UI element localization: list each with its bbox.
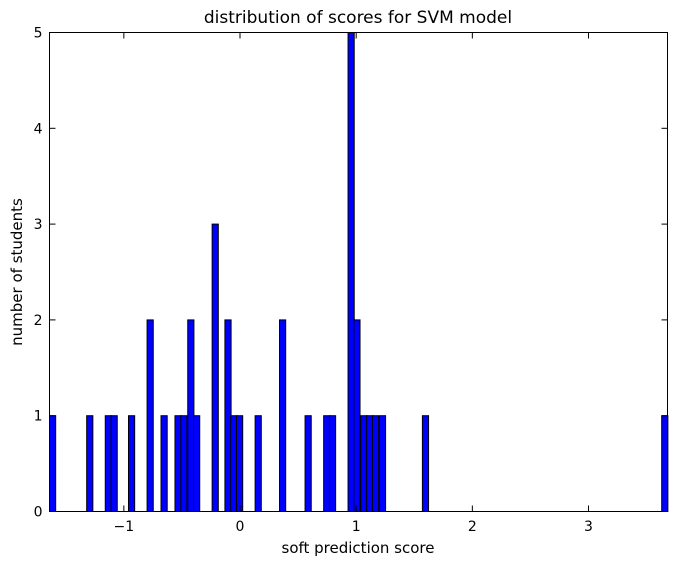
x-axis-label: soft prediction score [282, 539, 435, 557]
histogram-bar [661, 415, 669, 513]
histogram-bar [366, 415, 374, 513]
y-tick-label: 4 [34, 121, 43, 137]
histogram-bar [160, 415, 168, 513]
histogram-bar [180, 415, 188, 513]
histogram-bar [211, 223, 219, 512]
histogram-bar [347, 32, 355, 512]
x-tick-label: 0 [236, 519, 245, 535]
x-tick-label: 1 [352, 519, 361, 535]
histogram-bar [353, 319, 361, 512]
histogram-bar [254, 415, 262, 513]
chart-title: distribution of scores for SVM model [204, 8, 512, 28]
histogram-bar [360, 415, 368, 513]
histogram-bar [304, 415, 312, 513]
histogram-bar [323, 415, 331, 513]
histogram-bar [236, 415, 244, 513]
histogram-bar [127, 415, 136, 513]
histogram-bar [104, 415, 112, 513]
x-tick-label: 3 [584, 519, 593, 535]
plot-frame [49, 32, 668, 512]
histogram-bar [110, 415, 118, 513]
y-tick-label: 0 [34, 505, 43, 521]
y-tick-label: 1 [34, 409, 43, 425]
histogram-bar [224, 319, 232, 512]
histogram-bar [49, 415, 57, 513]
histogram-bar [279, 319, 287, 512]
histogram-bar [230, 415, 238, 513]
x-tick-label: 2 [468, 519, 477, 535]
histogram-bar [86, 415, 94, 513]
histogram-bar [187, 319, 195, 512]
y-axis-label: number of students [8, 198, 26, 346]
y-tick-label: 5 [34, 26, 43, 42]
y-tick-label: 2 [34, 313, 43, 329]
histogram-bar [146, 319, 154, 512]
x-tick-label: −1 [114, 519, 135, 535]
histogram-bar [421, 415, 430, 513]
histogram-bar [378, 415, 387, 513]
histogram-bar [371, 415, 380, 513]
y-tick-label: 3 [34, 217, 43, 233]
histogram-bar [328, 415, 337, 513]
bars-group [49, 32, 669, 513]
histogram-bar [193, 415, 201, 513]
histogram-bar [174, 415, 182, 513]
